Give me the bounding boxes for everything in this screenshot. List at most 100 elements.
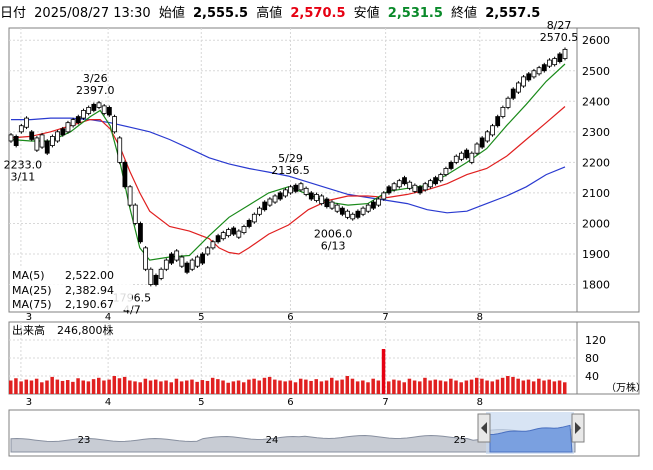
month-tick-label: 4 — [105, 312, 111, 323]
candle — [314, 192, 319, 203]
candle — [112, 114, 117, 134]
volume-bar — [293, 382, 298, 394]
annotation-value: 2136.5 — [271, 164, 310, 177]
candle — [396, 178, 402, 189]
volume-bar — [283, 381, 287, 394]
volume-bar — [153, 379, 158, 394]
volume-bar — [464, 380, 469, 394]
volume-bar — [185, 380, 189, 394]
candle — [106, 105, 112, 117]
candle — [288, 184, 293, 195]
candle — [402, 175, 407, 186]
volume-bar — [319, 381, 324, 394]
candle — [226, 227, 231, 238]
navigator-year-label: 24 — [266, 435, 279, 446]
volume-bar — [133, 381, 137, 394]
low-label: 安値 — [353, 6, 380, 21]
volume-bar — [91, 379, 96, 394]
volume-bar — [164, 380, 168, 394]
volume-bar — [267, 376, 272, 394]
candle — [91, 102, 97, 113]
volume-bar — [169, 382, 174, 394]
candle — [220, 230, 226, 241]
volume-bar — [210, 377, 215, 394]
candle — [34, 136, 40, 152]
candle — [526, 71, 532, 82]
candle — [60, 126, 66, 137]
candle — [469, 151, 475, 165]
month-tick-label: 4 — [105, 397, 111, 408]
volume-bar — [397, 380, 401, 394]
candle — [18, 123, 24, 134]
legend-ma75-name: MA(75) — [12, 298, 52, 311]
candle — [65, 120, 71, 134]
candle — [257, 206, 262, 217]
volume-bar — [350, 378, 355, 394]
volume-bar — [443, 381, 448, 394]
date-value: 2025/08/27 13:30 — [34, 6, 151, 21]
volume-bar — [179, 381, 184, 394]
candle — [479, 136, 485, 149]
volume-bar — [216, 379, 220, 394]
annotation-value: 2233.0 — [4, 158, 43, 171]
navigator-left-handle[interactable] — [477, 413, 491, 443]
candle — [505, 96, 511, 110]
volume-bar — [371, 378, 375, 394]
candle — [70, 117, 76, 128]
candle — [474, 142, 480, 156]
candle — [334, 203, 340, 214]
volume-bar — [366, 382, 370, 394]
volume-title: 出来高 — [12, 323, 45, 337]
volume-bar — [19, 381, 23, 394]
volume-bar — [122, 376, 127, 394]
month-tick-label: 3 — [26, 397, 32, 408]
volume-bar — [490, 381, 495, 394]
annotation-date: 5/29 — [278, 152, 303, 165]
candle — [246, 218, 252, 229]
volume-bar — [552, 381, 557, 394]
candle — [350, 212, 356, 221]
candle — [215, 233, 221, 244]
volume-bar — [76, 378, 80, 394]
candle — [547, 58, 552, 69]
candle — [236, 229, 242, 240]
open-value: 2,555.5 — [192, 6, 249, 21]
volume-bar — [418, 381, 422, 394]
price-axis-tick-label: 1800 — [582, 279, 610, 292]
price-info-bar: 日付 2025/08/27 13:30 始値 2,555.5 高値 2,570.… — [0, 0, 653, 28]
candle — [324, 197, 330, 209]
month-tick-label: 3 — [26, 312, 32, 323]
candle — [427, 178, 433, 189]
volume-bar — [241, 382, 246, 394]
navigator-selected-area — [489, 424, 573, 453]
candle — [521, 75, 526, 88]
candle — [101, 104, 107, 116]
candle — [438, 172, 444, 183]
candle — [44, 139, 50, 156]
volume-bar — [50, 376, 54, 394]
volume-bar — [547, 379, 551, 394]
annotation-value: 2006.0 — [314, 228, 353, 241]
candle — [464, 148, 470, 160]
legend-ma5-value: 2,522.00 — [65, 269, 114, 282]
volume-bar — [34, 378, 39, 394]
volume-bar — [65, 380, 70, 394]
legend-ma25-value: 2,382.94 — [65, 284, 114, 297]
candle — [231, 226, 237, 236]
navigator-right-handle[interactable] — [571, 413, 585, 443]
price-plot-area — [8, 27, 578, 313]
high-value: 2,570.5 — [290, 6, 346, 21]
candle — [179, 255, 185, 269]
volume-bar — [433, 379, 438, 394]
price-axis-tick-label: 1900 — [582, 248, 610, 261]
candle — [200, 252, 205, 265]
month-tick-label: 5 — [198, 397, 204, 408]
candle — [75, 114, 81, 125]
volume-unit: （万株） — [606, 381, 646, 394]
volume-bar — [159, 381, 163, 394]
volume-bar — [459, 382, 463, 394]
candle — [360, 206, 366, 217]
volume-bar — [190, 379, 194, 394]
navigator-year-label: 23 — [78, 435, 91, 446]
candle — [277, 191, 283, 201]
